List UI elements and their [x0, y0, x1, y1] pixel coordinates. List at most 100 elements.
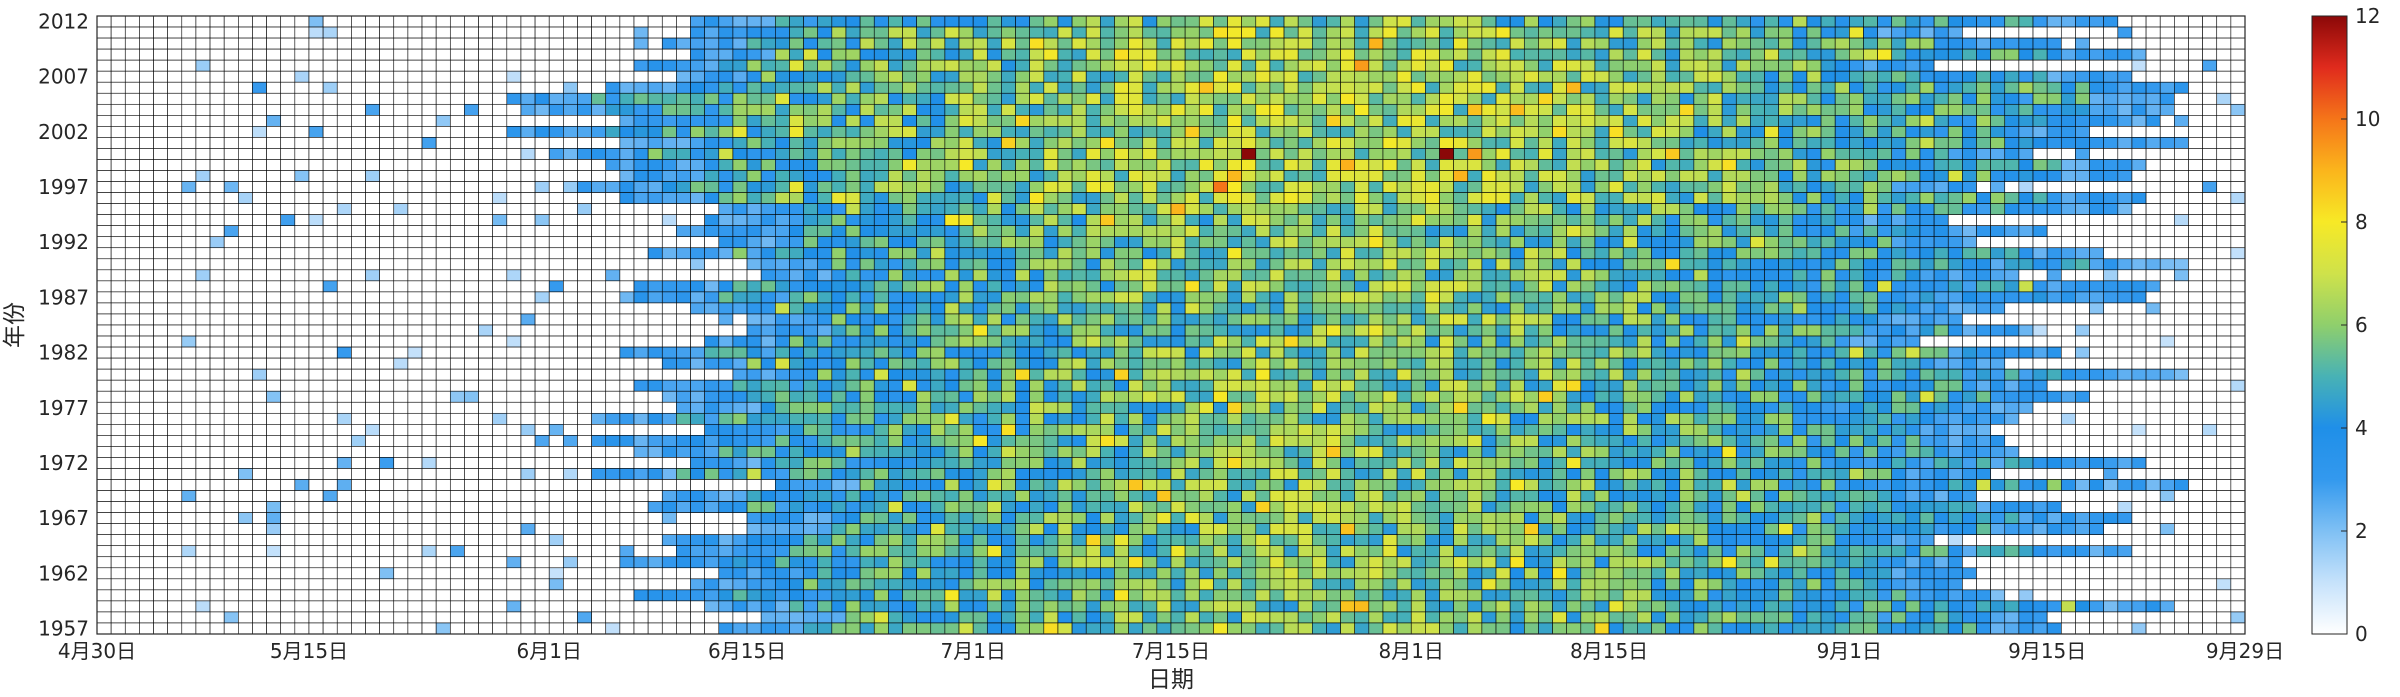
- heatmap-cell: [1255, 15, 1271, 28]
- heatmap-cell: [760, 192, 776, 204]
- heatmap-cell: [1001, 280, 1016, 293]
- heatmap-cell: [732, 368, 748, 381]
- heatmap-cell: [1834, 59, 1850, 72]
- heatmap-cell: [1509, 346, 1525, 359]
- heatmap-cell: [124, 335, 140, 348]
- heatmap-cell: [336, 313, 352, 326]
- heatmap-cell: [1580, 346, 1596, 359]
- heatmap-cell: [1509, 247, 1525, 260]
- heatmap-cell: [789, 81, 804, 94]
- heatmap-cell: [464, 37, 479, 50]
- heatmap-cell: [859, 37, 875, 50]
- heatmap-cell: [1637, 181, 1652, 193]
- heatmap-cell: [2174, 192, 2189, 204]
- heatmap-cell: [322, 81, 338, 94]
- heatmap-cell: [1792, 26, 1808, 39]
- heatmap-cell: [435, 214, 451, 226]
- heatmap-cell: [308, 368, 324, 381]
- heatmap-cell: [464, 280, 479, 293]
- heatmap-cell: [2032, 15, 2048, 28]
- heatmap-cell: [534, 26, 550, 39]
- heatmap-cell: [563, 181, 578, 193]
- heatmap-cell: [195, 137, 211, 149]
- heatmap-cell: [930, 313, 946, 326]
- heatmap-cell: [1580, 103, 1596, 116]
- heatmap-cell: [1863, 225, 1878, 238]
- heatmap-cell: [464, 203, 479, 215]
- heatmap-cell: [1947, 81, 1963, 94]
- heatmap-cell: [124, 15, 140, 28]
- heatmap-cell: [407, 81, 423, 94]
- heatmap-cell: [1566, 368, 1582, 381]
- heatmap-cell: [1184, 92, 1200, 105]
- heatmap-cell: [902, 126, 917, 138]
- heatmap-cell: [2103, 70, 2119, 83]
- heatmap-cell: [2046, 115, 2062, 127]
- heatmap-cell: [280, 15, 296, 28]
- heatmap-cell: [789, 192, 804, 204]
- heatmap-cell: [732, 181, 748, 193]
- heatmap-cell: [1778, 280, 1794, 293]
- heatmap-cell: [647, 15, 663, 28]
- heatmap-cell: [873, 192, 889, 204]
- heatmap-cell: [1071, 59, 1087, 72]
- heatmap-cell: [110, 324, 126, 337]
- heatmap-cell: [1580, 357, 1596, 370]
- heatmap-cell: [393, 26, 409, 39]
- heatmap-cell: [1580, 247, 1596, 260]
- heatmap-cell: [1849, 70, 1864, 83]
- heatmap-cell: [2075, 48, 2090, 61]
- heatmap-cell: [153, 346, 168, 359]
- heatmap-cell: [1396, 313, 1412, 326]
- heatmap-cell: [1806, 48, 1822, 61]
- heatmap-cell: [633, 15, 649, 28]
- heatmap-cell: [1495, 170, 1511, 182]
- heatmap-cell: [238, 203, 253, 215]
- heatmap-cell: [1806, 181, 1822, 193]
- heatmap-cell: [944, 368, 960, 381]
- heatmap-cell: [1919, 236, 1935, 249]
- heatmap-cell: [195, 324, 211, 337]
- heatmap-cell: [1834, 148, 1850, 160]
- heatmap-cell: [1283, 26, 1299, 39]
- heatmap-cell: [1184, 302, 1200, 315]
- heatmap-cell: [888, 269, 903, 282]
- heatmap-cell: [1552, 70, 1567, 83]
- heatmap-cell: [266, 324, 282, 337]
- heatmap-cell: [167, 48, 183, 61]
- heatmap-cell: [958, 247, 974, 260]
- heatmap-cell: [110, 247, 126, 260]
- heatmap-cell: [831, 203, 847, 215]
- heatmap-cell: [2117, 236, 2133, 249]
- heatmap-cell: [817, 247, 833, 260]
- heatmap-cell: [435, 236, 451, 249]
- heatmap-cell: [1735, 103, 1751, 116]
- heatmap-cell: [1905, 15, 1921, 28]
- heatmap-cell: [676, 126, 691, 138]
- heatmap-cell: [209, 137, 225, 149]
- heatmap-cell: [1679, 92, 1695, 105]
- heatmap-cell: [1057, 81, 1073, 94]
- heatmap-cell: [1312, 236, 1327, 249]
- heatmap-cell: [139, 225, 154, 238]
- heatmap-cell: [1340, 291, 1356, 304]
- heatmap-cell: [2230, 48, 2246, 61]
- heatmap-cell: [845, 181, 861, 193]
- heatmap-cell: [775, 269, 790, 282]
- heatmap-cell: [1269, 170, 1285, 182]
- heatmap-cell: [1255, 192, 1271, 204]
- heatmap-cell: [746, 103, 762, 116]
- heatmap-cell: [1029, 181, 1045, 193]
- heatmap-cell: [110, 137, 126, 149]
- heatmap-cell: [1453, 181, 1469, 193]
- heatmap-cell: [1566, 81, 1582, 94]
- heatmap-cell: [732, 159, 748, 171]
- heatmap-cell: [661, 368, 677, 381]
- heatmap-cell: [1128, 81, 1144, 94]
- heatmap-cell: [548, 59, 564, 72]
- heatmap-cell: [365, 357, 380, 370]
- heatmap-cell: [322, 170, 338, 182]
- heatmap-cell: [2075, 192, 2090, 204]
- heatmap-cell: [1326, 346, 1341, 359]
- heatmap-cell: [1354, 59, 1370, 72]
